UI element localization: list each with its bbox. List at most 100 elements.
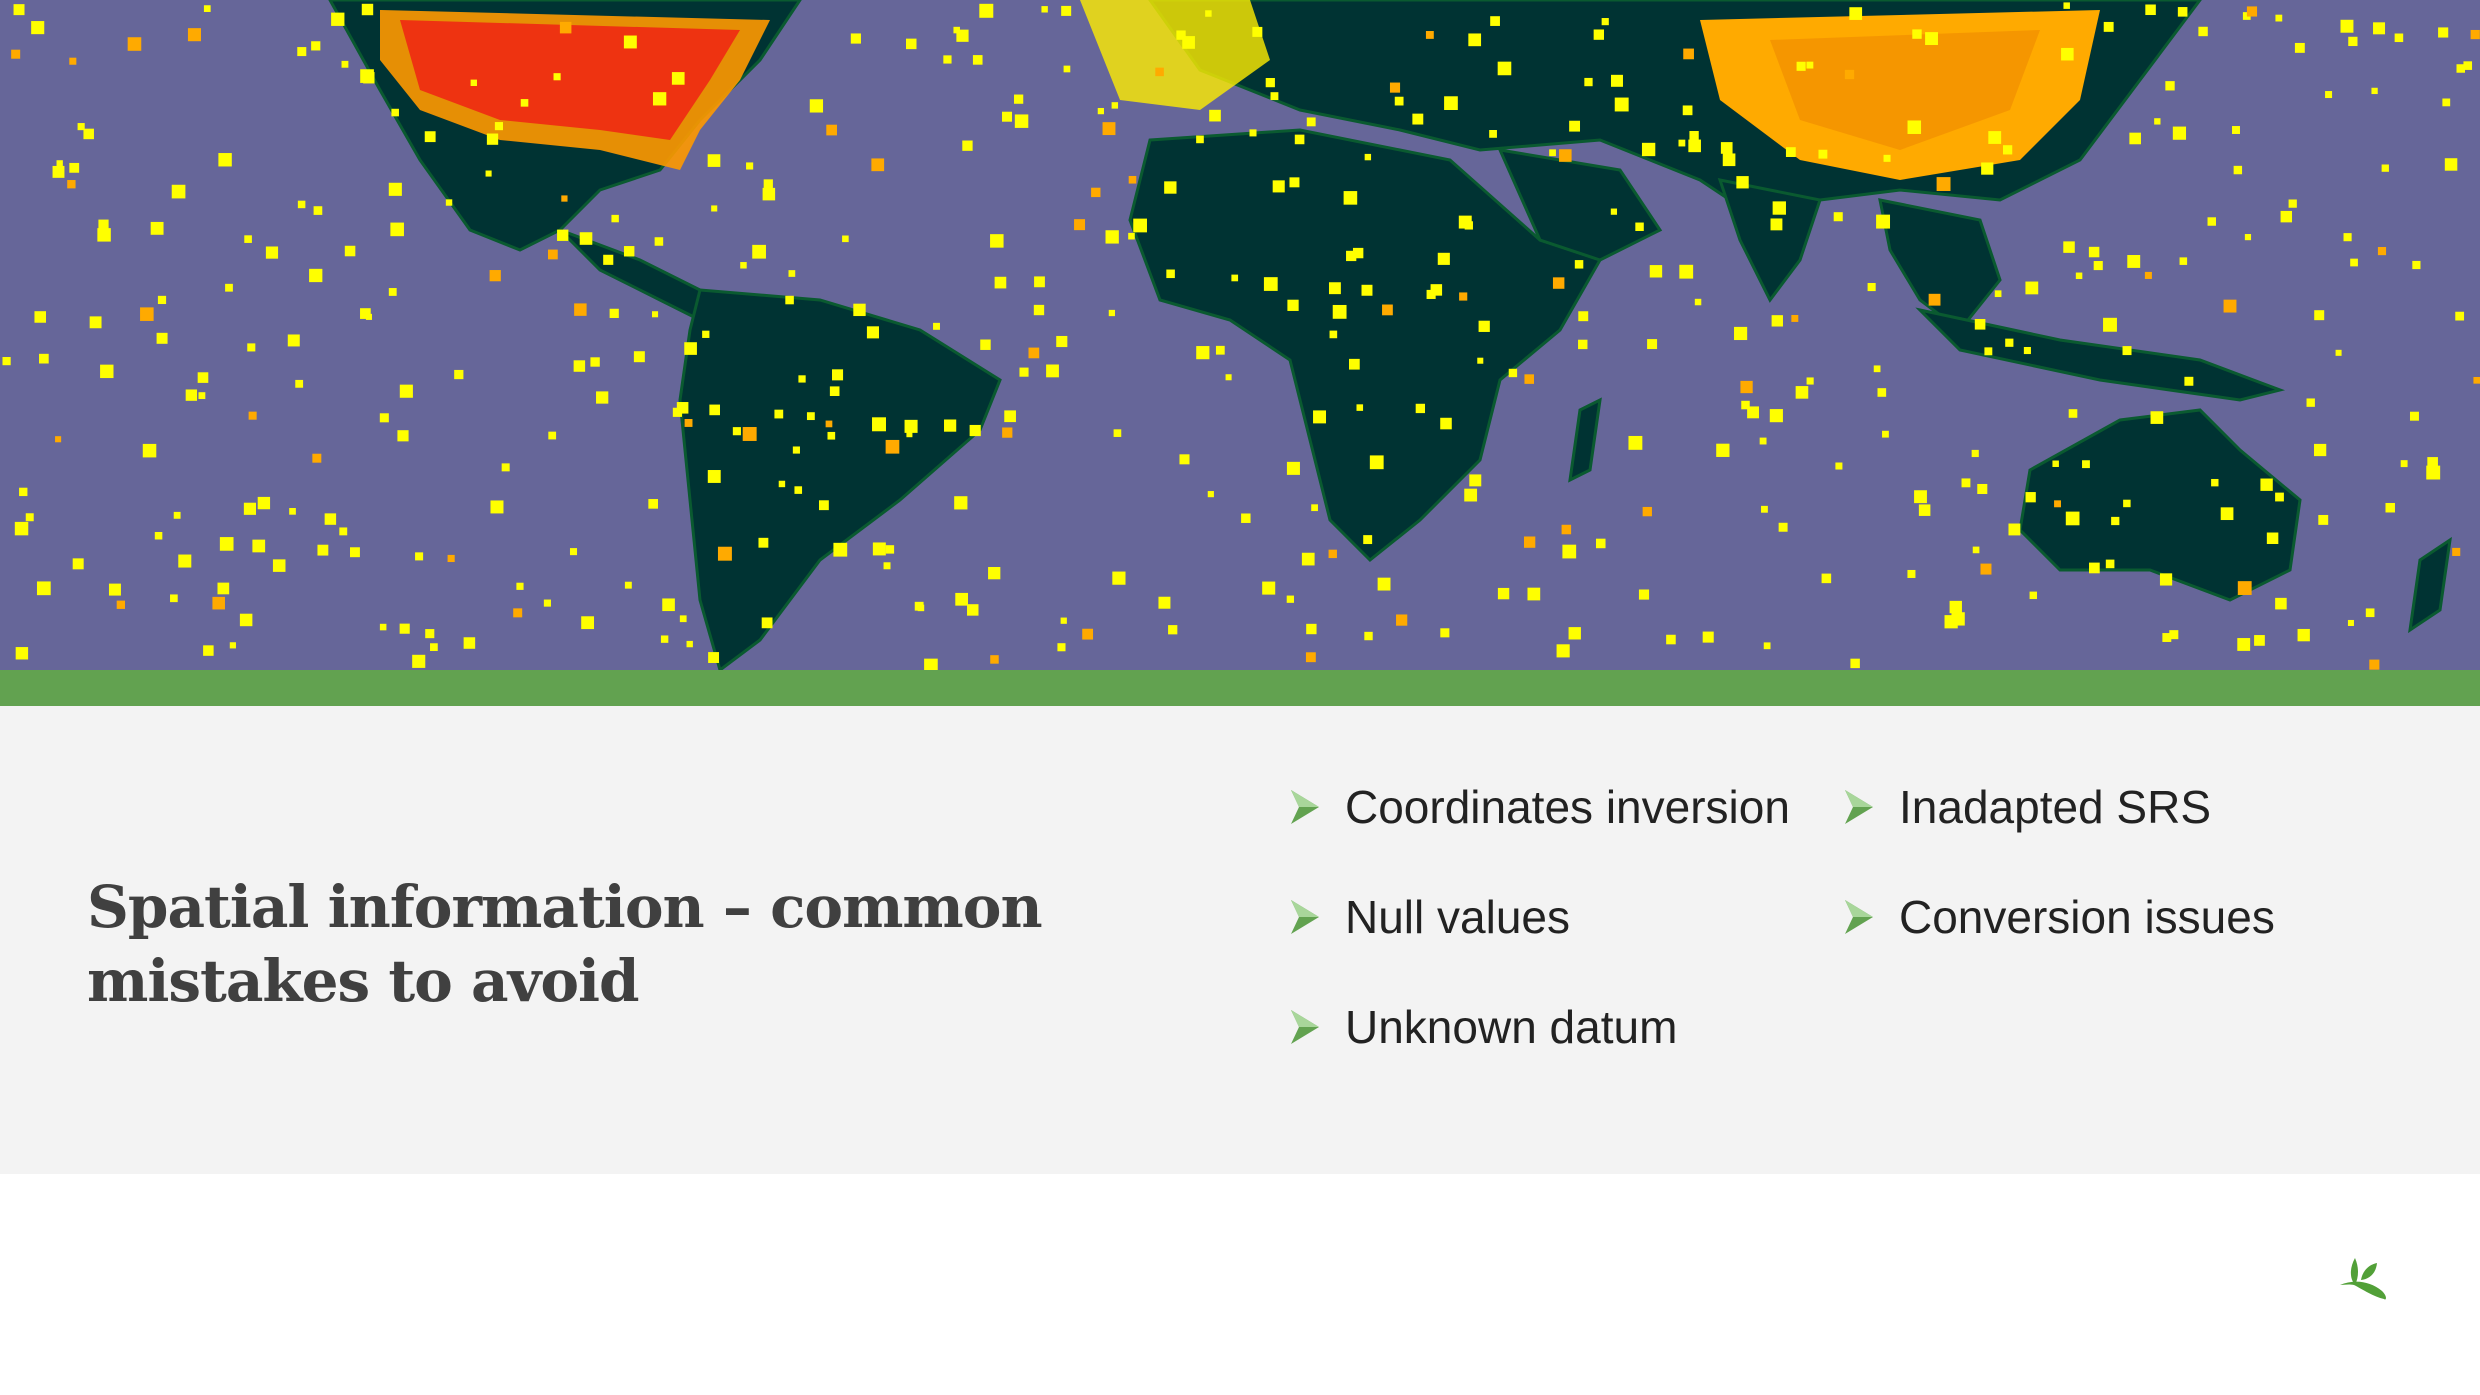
heat-dot [1468,33,1482,47]
heat-dot [490,500,504,514]
heat-dot [341,60,349,68]
heat-dot [243,502,256,515]
heat-dot [2254,635,2265,646]
heat-dot [360,308,371,319]
heat-dot [2242,12,2251,20]
heat-dot [2129,132,2141,145]
green-accent-band [0,670,2480,706]
heat-dot [2314,443,2327,457]
heat-dot [1795,386,1809,399]
leaf-logo-icon [2340,1258,2386,1300]
heat-dot [2150,411,2164,424]
heat-dot [1364,153,1372,161]
heat-dot [1205,10,1212,17]
heat-dot [746,162,754,170]
heat-dot [317,544,329,556]
heat-dot [2394,33,2404,43]
heat-dot [829,386,840,397]
heat-dot [686,640,693,648]
heat-dot [573,360,586,372]
heat-dot [1490,16,1500,26]
heat-dot [1918,504,1931,516]
heat-dot [154,531,163,540]
heat-dot [1091,187,1101,198]
heat-dot [717,546,732,561]
heat-dot [447,554,455,563]
heat-dot [707,470,721,483]
heat-dot [34,311,46,323]
heat-dot [1688,139,1701,153]
heat-dot [596,391,609,404]
heat-dot [2371,87,2378,95]
heat-dot [1844,69,1855,80]
heat-dot [1761,505,1768,513]
heat-dot [1611,74,1623,87]
heat-dot [2165,81,2175,91]
heat-dot [244,235,252,243]
heat-dot [349,547,360,558]
heat-dot [2023,346,2031,355]
heat-dot [1771,315,1783,327]
heat-dot [579,232,593,245]
heat-dot [1046,364,1059,378]
heat-dot [561,195,568,202]
heat-dot [1102,122,1116,136]
heat-dot [225,283,233,292]
bullet-item: Conversion issues [1843,890,2275,944]
heat-dot [883,562,891,570]
heat-dot [297,200,306,209]
heat-dot [1394,96,1404,106]
heat-dot [388,288,397,296]
heat-dot [711,205,718,212]
heat-dot [2233,165,2243,175]
heat-dot [2294,42,2305,53]
heat-dot [513,608,523,618]
heat-dot [2082,460,2090,469]
heat-dot [885,545,895,554]
heat-dot [792,446,800,454]
heat-dot [171,184,186,199]
heat-dot [324,513,337,525]
heat-dot [676,402,689,414]
heat-dot [1444,96,1458,111]
heat-dot [1882,430,1889,438]
heat-dot [1004,410,1016,423]
heat-dot [2335,349,2342,356]
heat-dot [1641,142,1656,157]
heat-dot [1747,406,1759,419]
heat-dot [2463,61,2473,70]
heat-dot [15,647,29,660]
heat-dot [2365,608,2375,618]
heat-dot [2123,499,2131,508]
heat-dot [548,431,557,440]
heat-dot [917,604,925,612]
heat-dot [1196,346,1210,360]
heat-dot [173,511,181,519]
heat-dot [1196,135,1204,144]
heat-dot [424,131,436,143]
heat-dot [994,276,1007,289]
heat-dot [1628,435,1643,450]
heat-dot [1306,623,1317,635]
heat-dot [2198,26,2208,37]
heat-dot [2111,516,2120,526]
heat-dot [2025,281,2039,295]
heat-dot [2232,126,2240,134]
heat-dot [1061,5,1072,16]
heat-dot [1972,546,1980,554]
heat-dot [127,37,142,51]
heat-dot [1168,625,1178,635]
heat-dot [633,351,645,363]
heat-dot [1702,631,1714,643]
heat-dot [11,49,21,59]
heat-dot [1980,563,1992,575]
heat-dot [1593,29,1604,40]
heat-dot [219,537,234,551]
heat-dot [1014,94,1024,104]
heat-dot [2275,14,2283,22]
heat-dot [1806,377,1814,385]
heat-dot [2266,532,2279,544]
heat-dot [547,249,558,260]
heat-dot [1569,120,1581,132]
heat-dot [1389,82,1401,93]
